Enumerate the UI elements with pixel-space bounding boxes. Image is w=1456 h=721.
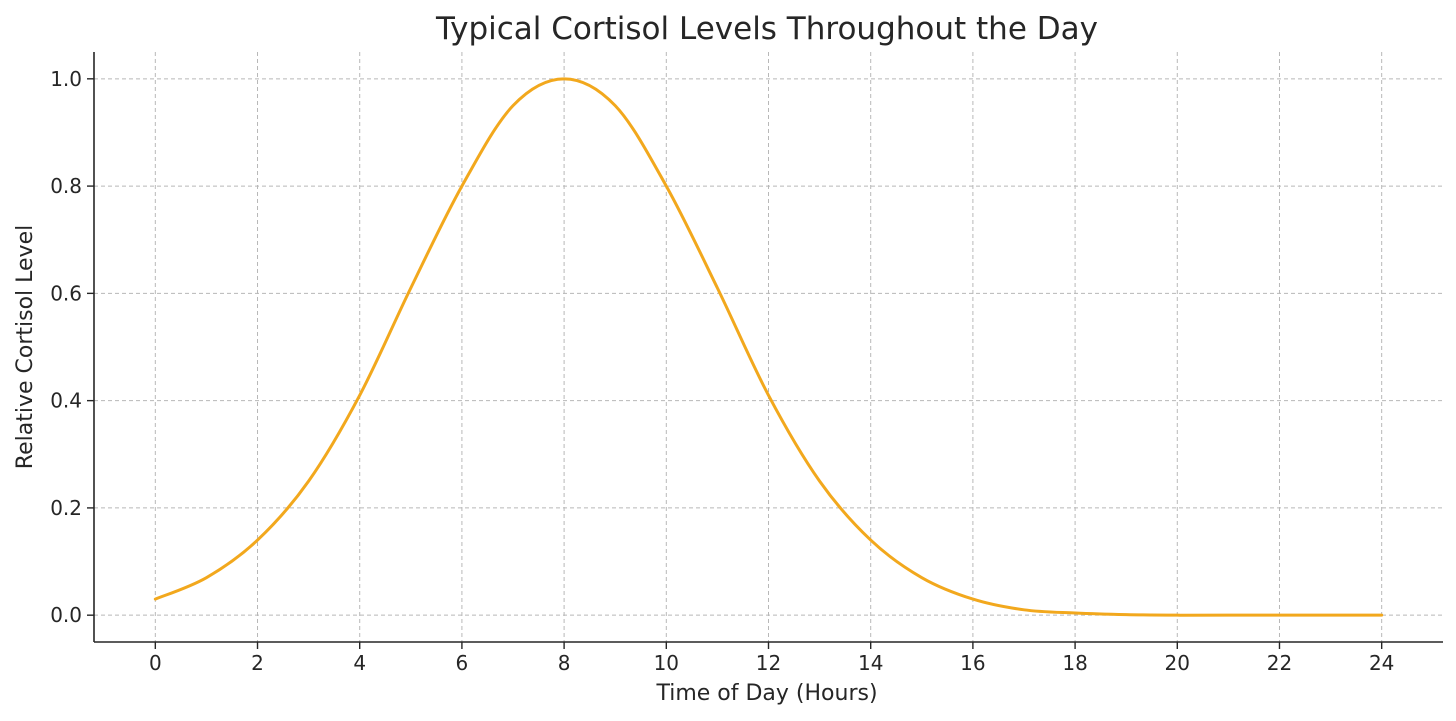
x-tick-label: 4 bbox=[353, 651, 366, 675]
x-tick-label: 16 bbox=[960, 651, 985, 675]
x-tick-label: 2 bbox=[251, 651, 264, 675]
x-tick-label: 12 bbox=[756, 651, 781, 675]
y-tick-label: 0.6 bbox=[50, 281, 82, 305]
x-tick-label: 18 bbox=[1062, 651, 1087, 675]
x-tick-label: 22 bbox=[1267, 651, 1292, 675]
y-tick-label: 1.0 bbox=[50, 67, 82, 91]
y-axis-ticks: 0.0 0.2 0.4 0.6 0.8 1.0 bbox=[50, 67, 94, 627]
y-tick-label: 0.2 bbox=[50, 496, 82, 520]
x-tick-label: 14 bbox=[858, 651, 883, 675]
x-tick-label: 0 bbox=[149, 651, 162, 675]
chart-title: Typical Cortisol Levels Throughout the D… bbox=[435, 11, 1098, 47]
x-tick-label: 24 bbox=[1369, 651, 1394, 675]
y-tick-label: 0.4 bbox=[50, 389, 82, 413]
grid-lines bbox=[94, 52, 1443, 642]
series-line bbox=[153, 77, 1384, 617]
x-tick-label: 6 bbox=[456, 651, 469, 675]
series-group bbox=[153, 77, 1384, 617]
x-axis-ticks: 0 2 4 6 8 10 12 14 16 18 20 22 24 bbox=[149, 642, 1394, 675]
y-tick-label: 0.8 bbox=[50, 174, 82, 198]
x-tick-label: 8 bbox=[558, 651, 571, 675]
y-tick-label: 0.0 bbox=[50, 603, 82, 627]
x-tick-label: 10 bbox=[654, 651, 679, 675]
y-axis-label: Relative Cortisol Level bbox=[13, 225, 38, 469]
x-tick-label: 20 bbox=[1165, 651, 1190, 675]
x-axis-label: Time of Day (Hours) bbox=[655, 681, 877, 706]
